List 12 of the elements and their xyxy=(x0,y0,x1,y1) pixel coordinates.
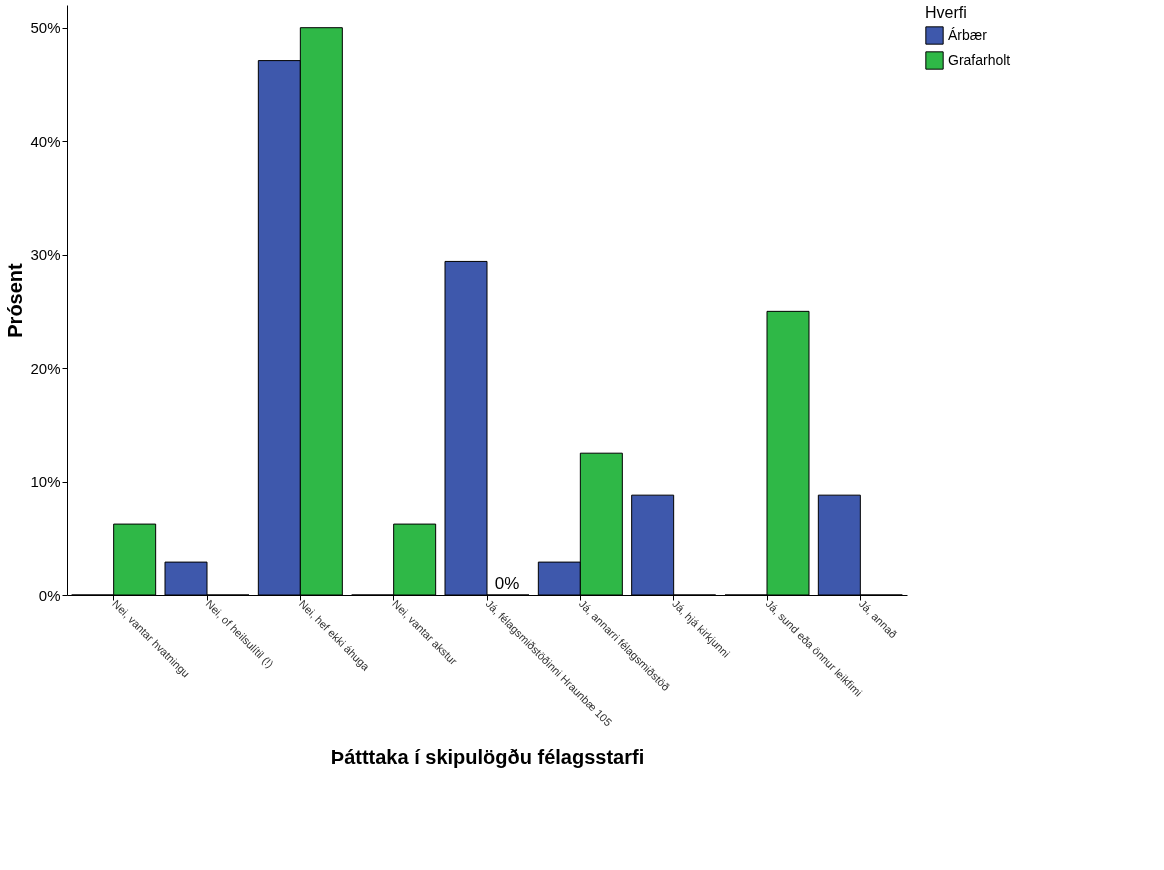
y-tick-label: 30% xyxy=(30,246,61,264)
y-axis-title: Prósent xyxy=(4,262,27,338)
x-axis-title: Þátttaka í skipulögðu félagsstarfi xyxy=(330,746,645,769)
legend-title: Hverfi xyxy=(925,4,967,21)
legend-label: Grafarholt xyxy=(948,51,1011,68)
y-tick-label: 40% xyxy=(30,132,61,150)
legend-label: Árbær xyxy=(948,26,988,43)
y-tick-label: 20% xyxy=(30,359,61,377)
y-tick-label: 50% xyxy=(30,19,61,37)
annotation: 0% xyxy=(494,574,520,593)
y-tick-label: 0% xyxy=(38,586,61,604)
y-tick-label: 10% xyxy=(30,473,61,491)
